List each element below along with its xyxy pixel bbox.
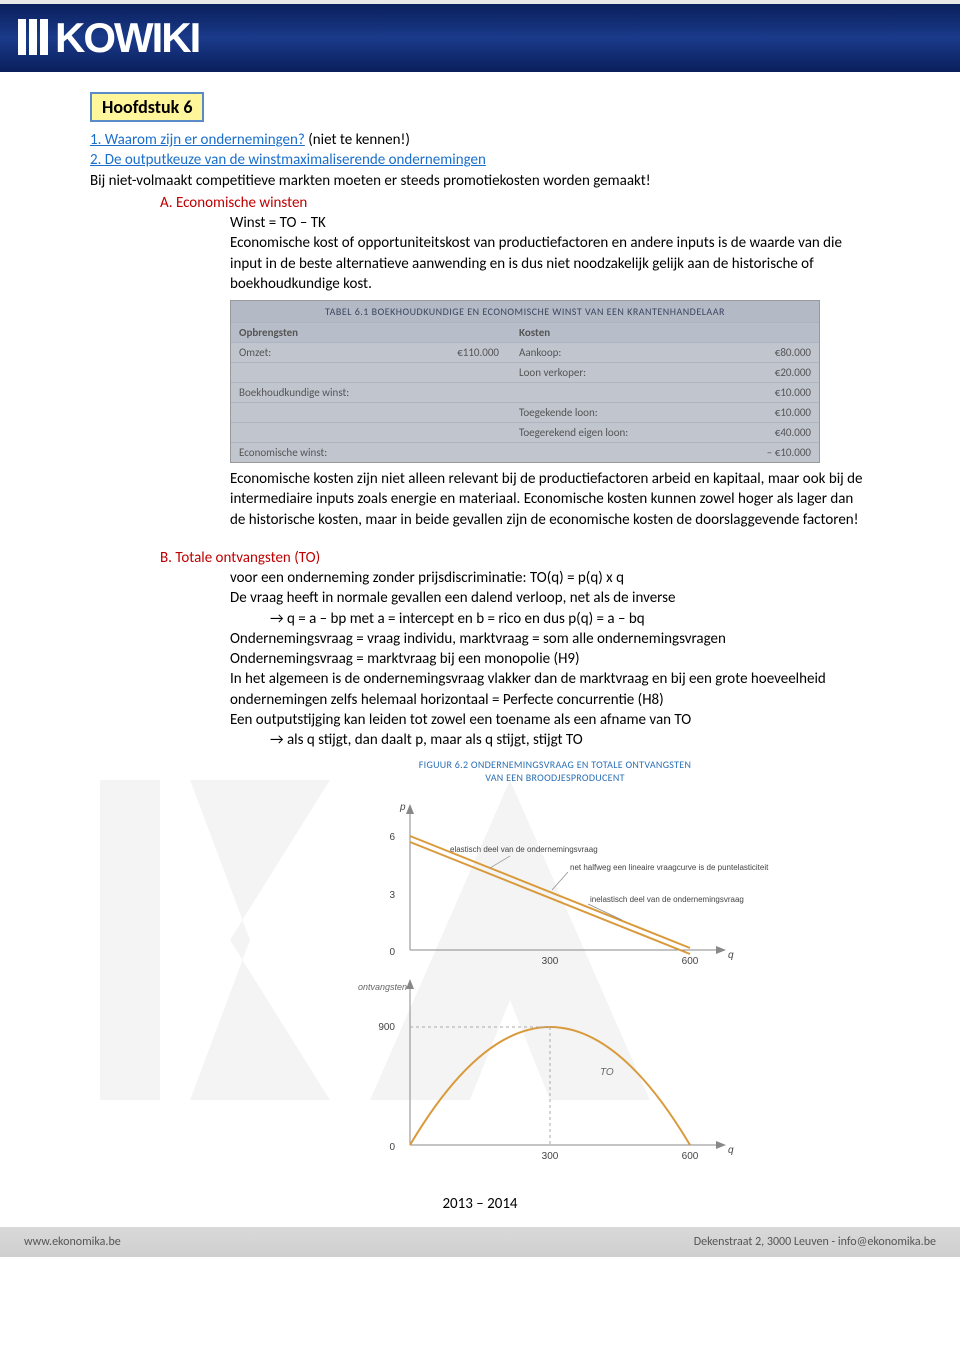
table-row: Toegekende loon:€10.000 <box>231 402 819 422</box>
part-b-l2: De vraag heeft in normale gevallen een d… <box>90 588 870 608</box>
part-b-l6: In het algemeen is de ondernemingsvraag … <box>90 669 870 710</box>
chapter-title-box: Hoofdstuk 6 <box>90 92 204 122</box>
logo-text: KOWIKI <box>55 14 199 61</box>
table-row: Economische winst:– €10.000 <box>231 442 819 462</box>
document-content: Hoofdstuk 6 1. Waarom zijn er ondernemin… <box>0 72 960 1213</box>
section-2-link-line: 2. De outputkeuze van de winstmaximalise… <box>90 150 870 170</box>
table-header-left: Opbrengsten <box>239 326 419 339</box>
table-row: Toegerekend eigen loon:€40.000 <box>231 422 819 442</box>
table-row: Boekhoudkundige winst:€10.000 <box>231 382 819 402</box>
svg-text:net halfweg een lineaire vraag: net halfweg een lineaire vraagcurve is d… <box>570 863 770 872</box>
svg-text:q: q <box>728 1145 734 1156</box>
logo: KOWIKI <box>18 14 199 65</box>
section-2-link[interactable]: 2. De outputkeuze van de winstmaximalise… <box>90 151 486 169</box>
table-header-right: Kosten <box>499 326 731 339</box>
part-b-l5: Ondernemingsvraag = marktvraag bij een m… <box>90 649 870 669</box>
section-1-note: (niet te kennen!) <box>305 131 410 149</box>
svg-text:300: 300 <box>542 956 559 967</box>
svg-text:elastisch deel van de ondernem: elastisch deel van de ondernemingsvraag <box>450 845 598 854</box>
svg-text:6: 6 <box>389 832 395 843</box>
chapter-title: Hoofdstuk 6 <box>102 96 192 118</box>
part-a-formula: Winst = TO – TK <box>90 213 870 233</box>
part-a-p1: Economische kost of opportuniteitskost v… <box>90 233 870 294</box>
section-2-intro: Bij niet-volmaakt competitieve markten m… <box>90 171 870 191</box>
page-header: KOWIKI <box>0 0 960 72</box>
part-a-heading: A. Economische winsten <box>90 193 870 213</box>
figure-svg: p q 6 3 0 300 600 elastisch deel van de … <box>340 790 770 1170</box>
footer-year: 2013 – 2014 <box>90 1195 870 1213</box>
figure-6-2: FIGUUR 6.2 ONDERNEMINGSVRAAG EN TOTALE O… <box>340 758 770 1175</box>
svg-text:600: 600 <box>682 1151 699 1162</box>
footer-left: www.ekonomika.be <box>24 1235 121 1249</box>
svg-text:300: 300 <box>542 1151 559 1162</box>
part-b-heading: B. Totale ontvangsten (TO) <box>90 548 870 568</box>
figure-caption-2: VAN EEN BROODJESPRODUCENT <box>485 771 625 784</box>
table-6-1: TABEL 6.1 BOEKHOUDKUNDIGE EN ECONOMISCHE… <box>230 300 820 463</box>
part-a-p2: Economische kosten zijn niet alleen rele… <box>90 469 870 530</box>
logo-bars-icon <box>18 17 51 65</box>
table-row: Omzet:€110.000Aankoop:€80.000 <box>231 342 819 362</box>
svg-text:600: 600 <box>682 956 699 967</box>
part-b-l8: → als q stijgt, dan daalt p, maar als q … <box>90 730 870 750</box>
svg-text:900: 900 <box>378 1022 395 1033</box>
bottom-y-side-label: ontvangsten <box>358 982 407 992</box>
part-b-l4: Ondernemingsvraag = vraag individu, mark… <box>90 629 870 649</box>
svg-text:3: 3 <box>389 890 395 901</box>
top-x-label: q <box>728 950 734 961</box>
figure-caption-1: FIGUUR 6.2 ONDERNEMINGSVRAAG EN TOTALE O… <box>419 758 692 771</box>
part-b-l1: voor een onderneming zonder prijsdiscrim… <box>90 568 870 588</box>
section-1-line: 1. Waarom zijn er ondernemingen? (niet t… <box>90 130 870 150</box>
svg-text:0: 0 <box>389 947 395 958</box>
section-1-link[interactable]: 1. Waarom zijn er ondernemingen? <box>90 131 305 149</box>
footer-right: Dekenstraat 2, 3000 Leuven - info@ekonom… <box>694 1235 936 1249</box>
table-row: Loon verkoper:€20.000 <box>231 362 819 382</box>
part-b-l7: Een outputstijging kan leiden tot zowel … <box>90 710 870 730</box>
top-y-label: p <box>399 802 406 813</box>
to-curve-label: TO <box>600 1067 614 1078</box>
page-footer: www.ekonomika.be Dekenstraat 2, 3000 Leu… <box>0 1227 960 1257</box>
table-title: TABEL 6.1 BOEKHOUDKUNDIGE EN ECONOMISCHE… <box>231 301 819 322</box>
svg-text:inelastisch deel van de ondern: inelastisch deel van de ondernemingsvraa… <box>590 895 744 904</box>
svg-text:0: 0 <box>389 1142 395 1153</box>
part-b-l3: → q = a – bp met a = intercept en b = ri… <box>90 609 870 629</box>
